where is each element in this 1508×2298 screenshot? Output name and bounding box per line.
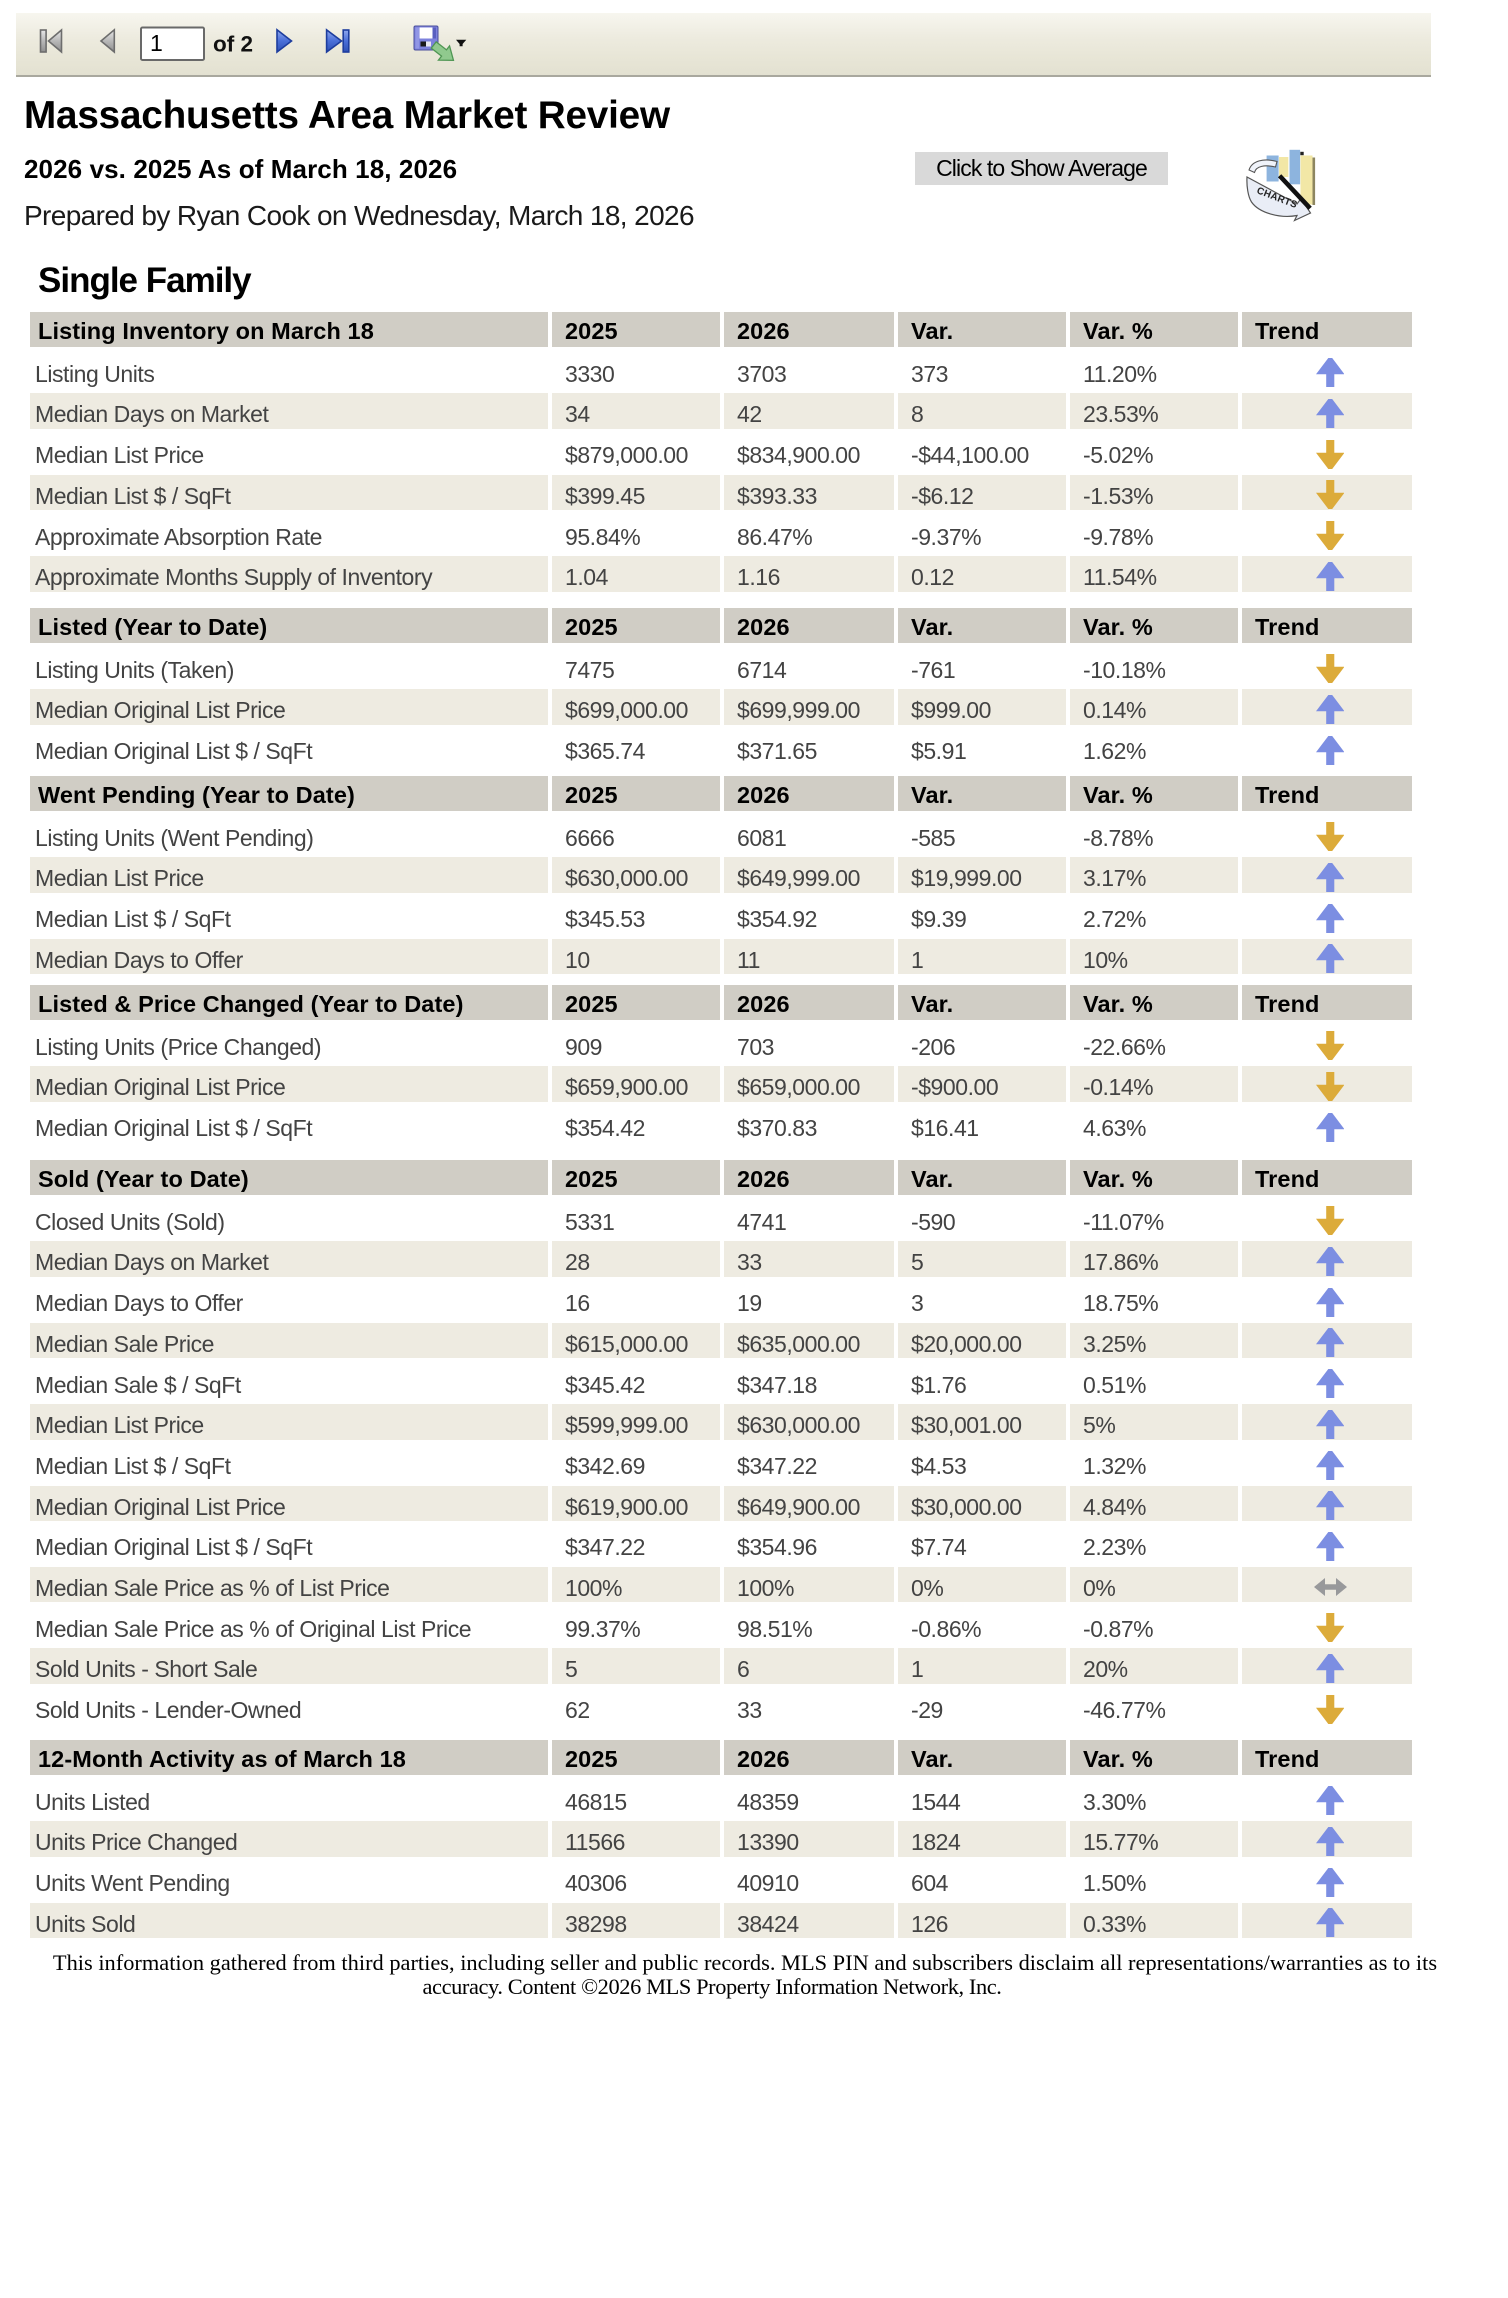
svg-text:1: 1 <box>150 30 163 56</box>
svg-text:of 2: of 2 <box>213 32 253 57</box>
